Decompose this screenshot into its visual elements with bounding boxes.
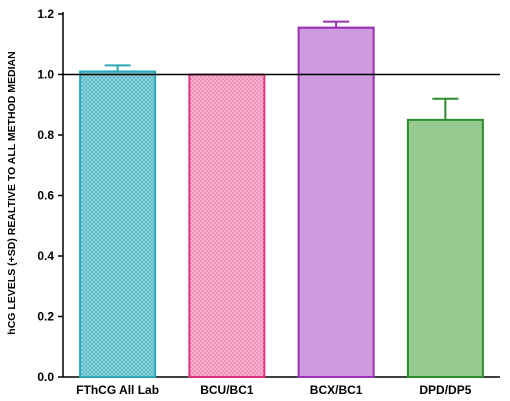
x-tick-label: DPD/DP5 xyxy=(419,383,471,397)
y-tick-label: 1.2 xyxy=(37,7,54,21)
x-tick-label: BCX/BC1 xyxy=(310,383,363,397)
y-tick-label: 0.8 xyxy=(37,128,54,142)
y-tick-label: 0.2 xyxy=(37,310,54,324)
y-tick-label: 0.4 xyxy=(37,249,54,263)
x-tick-label: BCU/BC1 xyxy=(200,383,254,397)
bar-bcx-bc1[interactable] xyxy=(297,26,375,379)
bar-fthcg-all-lab[interactable] xyxy=(79,70,157,378)
bar-dpd-dp5[interactable] xyxy=(406,118,484,378)
y-tick-label: 0.6 xyxy=(37,189,54,203)
x-tick-label: FThCG All Lab xyxy=(76,383,159,397)
bar-bcu-bc1[interactable] xyxy=(188,73,266,378)
y-axis-title: hCG LEVELS (+SD) REALTIVE TO ALL METHOD … xyxy=(6,51,18,334)
y-tick-label: 0.0 xyxy=(37,370,54,384)
y-tick-label: 1.0 xyxy=(37,68,54,82)
